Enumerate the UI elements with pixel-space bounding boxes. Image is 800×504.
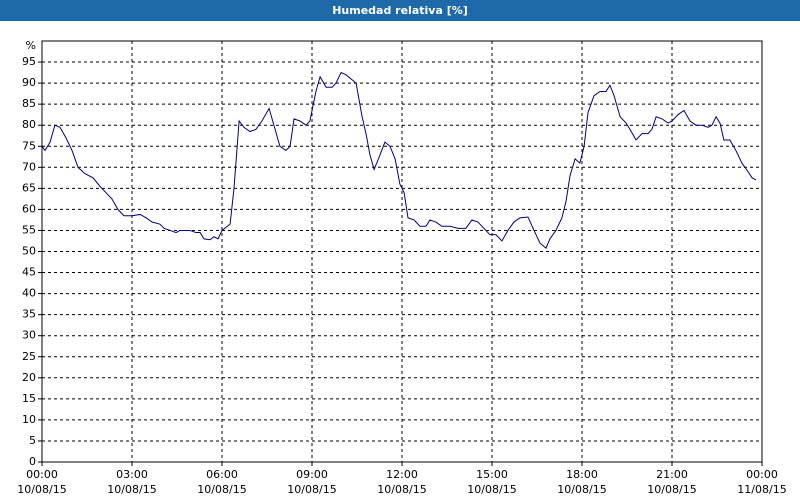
- x-tick-label: 00:00: [26, 468, 58, 481]
- y-tick-label: 50: [22, 245, 36, 258]
- x-tick-date: 10/08/15: [557, 483, 606, 496]
- y-tick-label: 75: [22, 139, 36, 152]
- y-tick-label: 0: [29, 455, 36, 468]
- x-tick-date: 10/08/15: [17, 483, 66, 496]
- x-tick-date: 10/08/15: [107, 483, 156, 496]
- y-tick-label: 30: [22, 329, 36, 342]
- chart-title: Humedad relativa [%]: [332, 4, 468, 17]
- x-tick-date: 10/08/15: [197, 483, 246, 496]
- y-tick-label: 35: [22, 308, 36, 321]
- x-tick-label: 18:00: [566, 468, 598, 481]
- data-line: [41, 71, 757, 249]
- y-tick-label: 95: [22, 55, 36, 68]
- plot-border: [41, 40, 763, 463]
- y-tick-label: 70: [22, 160, 36, 173]
- y-tick-label: 90: [22, 76, 36, 89]
- y-tick-label: 25: [22, 350, 36, 363]
- title-bar: [0, 0, 800, 21]
- y-tick-label: 45: [22, 266, 36, 279]
- y-tick-label: 65: [22, 181, 36, 194]
- x-tick-label: 15:00: [476, 468, 508, 481]
- y-tick-label: 10: [22, 413, 36, 426]
- y-tick-label: 40: [22, 287, 36, 300]
- y-tick-label: 20: [22, 371, 36, 384]
- x-tick-date: 10/08/15: [647, 483, 696, 496]
- x-tick-label: 00:00: [746, 468, 778, 481]
- y-tick-label: 80: [22, 118, 36, 131]
- y-unit: %: [26, 39, 36, 52]
- x-tick-label: 09:00: [296, 468, 328, 481]
- x-tick-date: 10/08/15: [467, 483, 516, 496]
- y-tick-label: 55: [22, 223, 36, 236]
- x-tick-label: 21:00: [656, 468, 688, 481]
- x-tick-label: 06:00: [206, 468, 238, 481]
- y-tick-label: 5: [29, 434, 36, 447]
- y-tick-label: 85: [22, 97, 36, 110]
- x-tick-date: 10/08/15: [377, 483, 426, 496]
- y-tick-label: 15: [22, 392, 36, 405]
- x-tick-label: 12:00: [386, 468, 418, 481]
- x-tick-label: 03:00: [116, 468, 148, 481]
- x-tick-date: 10/08/15: [287, 483, 336, 496]
- x-tick-date: 11/08/15: [737, 483, 786, 496]
- y-tick-label: 60: [22, 202, 36, 215]
